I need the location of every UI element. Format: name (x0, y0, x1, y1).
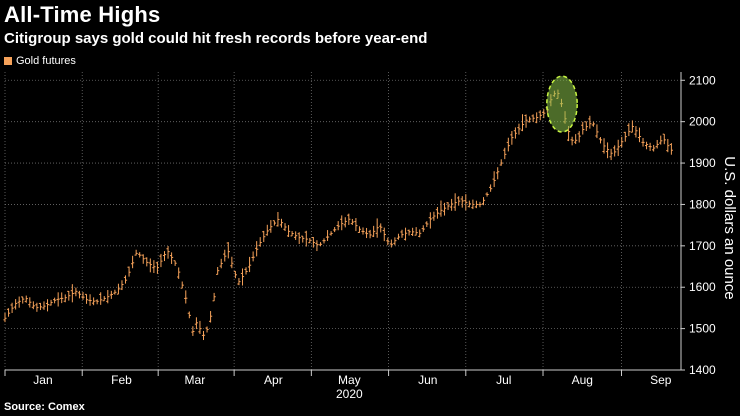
x-tick-label: Feb (111, 373, 132, 387)
y-tick-label: 1900 (689, 156, 716, 170)
x-tick-label: Jul (496, 373, 511, 387)
x-year-label: 2020 (336, 387, 363, 401)
record-high-highlight (546, 75, 578, 133)
y-tick-label: 2100 (689, 73, 716, 87)
y-tick-label: 2000 (689, 115, 716, 129)
y-tick-label: 1800 (689, 197, 716, 211)
legend: Gold futures (4, 55, 76, 67)
y-tick-label: 1600 (689, 280, 716, 294)
x-tick-label: May (338, 373, 361, 387)
chart-title: All-Time Highs (4, 2, 161, 27)
series-layer (3, 75, 673, 341)
source-note: Source: Comex (4, 401, 85, 413)
x-tick-label: Sep (650, 373, 672, 387)
x-tick-label: Jan (33, 373, 52, 387)
axis-layer: 1400 1500 1600 1700 1800 1900 2000 2100 Jan Feb Ma… (4, 72, 716, 401)
x-tick-label: Apr (264, 373, 283, 387)
grid-layer (4, 72, 681, 371)
x-tick-label: Mar (185, 373, 206, 387)
y-tick-label: 1500 (689, 322, 716, 336)
y-tick-label: 1700 (689, 239, 716, 253)
legend-label: Gold futures (16, 55, 76, 67)
legend-swatch (4, 57, 12, 65)
y-axis-label: U.S. dollars an ounce (721, 156, 738, 299)
y-tick-label: 1400 (689, 363, 716, 377)
chart-subtitle: Citigroup says gold could hit fresh reco… (4, 30, 428, 47)
x-tick-label: Aug (572, 373, 593, 387)
x-tick-label: Jun (418, 373, 437, 387)
